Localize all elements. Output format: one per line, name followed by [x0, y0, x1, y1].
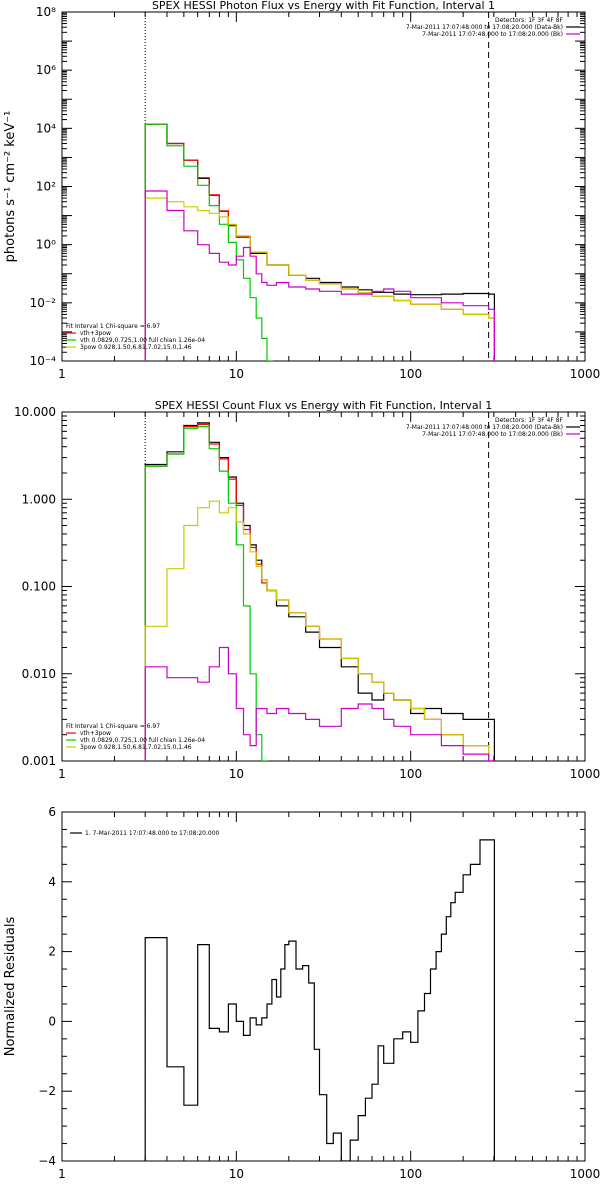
chart-panel-3: 1 10 100 1000 −4 −2 0 2 4 6 Normalized Residuals 1.…	[3, 805, 600, 1181]
x-tick-label: 100	[399, 1167, 422, 1181]
y-tick-label: −4	[38, 1154, 56, 1168]
chart-panel-1: SPEX HESSI Photon Flux vs Energy with Fi…	[3, 0, 600, 381]
y-tick-label: 0.010	[22, 667, 56, 681]
y-tick-label: 0	[48, 1014, 56, 1028]
x-tick-label: 1000	[570, 1167, 600, 1181]
legend-entry: 7-Mar-2011 17:07:48.000 to 17:08:20.000 …	[422, 431, 563, 438]
legend-entry: Fit Interval 1 Chi-square = 6.97	[66, 323, 160, 330]
x-tick-label: 1000	[570, 367, 600, 381]
y-tick-label: 10²	[36, 180, 56, 194]
x-tick-label: 1000	[570, 767, 600, 781]
legend-entry: vth 0.0829,0.725,1.00 full chian 1.26e-0…	[80, 337, 205, 344]
x-tick-label: 1	[58, 1167, 66, 1181]
x-tick-label: 100	[399, 367, 422, 381]
x-tick-label: 10	[229, 1167, 244, 1181]
plot-frame	[61, 411, 586, 762]
y-tick-label: 10⁻²	[30, 296, 57, 310]
legend-entry: vth+3pow	[80, 330, 111, 337]
y-tick-label: −2	[38, 1084, 56, 1098]
y-tick-label: 0.100	[22, 580, 56, 594]
plot-frame	[61, 11, 586, 362]
x-tick-label: 100	[399, 767, 422, 781]
y-tick-label: 10⁴	[36, 121, 56, 135]
legend-entry: Fit Interval 1 Chi-square = 6.97	[66, 723, 160, 730]
legend-entry: 3pow 0.928,1.50,6.81,7.02,15.0,1.46	[80, 744, 192, 751]
series-line-4	[144, 197, 495, 361]
y-axis-label: photons s⁻¹ cm⁻² keV⁻¹	[3, 111, 18, 263]
chart-title: SPEX HESSI Photon Flux vs Energy with Fi…	[152, 0, 495, 12]
legend-entry: Detectors: 1F 3F 4F 8F	[495, 17, 564, 24]
plot-frame	[61, 811, 586, 1162]
x-tick-label: 1	[58, 767, 66, 781]
series-line-1	[144, 839, 495, 1161]
legend-entry: 7-Mar-2011 17:07:48.000 to 17:08:20.000 …	[422, 31, 563, 38]
series-line-5	[144, 646, 495, 761]
legend-entry: Detectors: 1F 3F 4F 8F	[495, 417, 564, 424]
x-tick-label: 10	[229, 767, 244, 781]
legend-entry: 1. 7-Mar-2011 17:07:48.000 to 17:08:20.0…	[85, 830, 220, 837]
y-tick-label: 0.001	[22, 754, 56, 768]
y-tick-label: 10⁶	[36, 63, 56, 77]
legend-entry: vth+3pow	[80, 730, 111, 737]
series-line-1	[144, 422, 495, 761]
y-axis-label: Normalized Residuals	[3, 917, 18, 1057]
y-tick-label: 10.000	[14, 405, 56, 419]
series-line-2	[144, 423, 495, 761]
y-tick-label: 2	[48, 945, 56, 959]
legend-entry: 7-Mar-2011 17:07:48.000 to 17:08:20.000 …	[406, 424, 563, 431]
y-tick-label: 4	[48, 875, 56, 889]
series-line-4	[144, 500, 495, 761]
y-tick-label: 10⁰	[36, 238, 56, 252]
y-tick-label: 6	[48, 805, 56, 819]
chart-title: SPEX HESSI Count Flux vs Energy with Fit…	[155, 399, 492, 412]
legend-entry: 7-Mar-2011 17:07:48.000 to 17:08:20.000 …	[406, 24, 563, 31]
x-tick-label: 10	[229, 367, 244, 381]
series-line-5	[144, 190, 495, 361]
series-line-3	[144, 123, 273, 361]
y-tick-label: 1.000	[22, 492, 56, 506]
legend-entry: vth 0.0829,0.725,1.00 full chian 1.26e-0…	[80, 737, 205, 744]
chart-panel-2: SPEX HESSI Count Flux vs Energy with Fit…	[14, 399, 600, 781]
y-tick-label: 10⁸	[36, 5, 56, 19]
x-tick-label: 1	[58, 367, 66, 381]
y-tick-label: 10⁻⁴	[30, 354, 57, 368]
series-line-3	[144, 426, 268, 761]
legend-entry: 3pow 0.928,1.50,6.81,7.02,15.0,1.46	[80, 344, 192, 351]
